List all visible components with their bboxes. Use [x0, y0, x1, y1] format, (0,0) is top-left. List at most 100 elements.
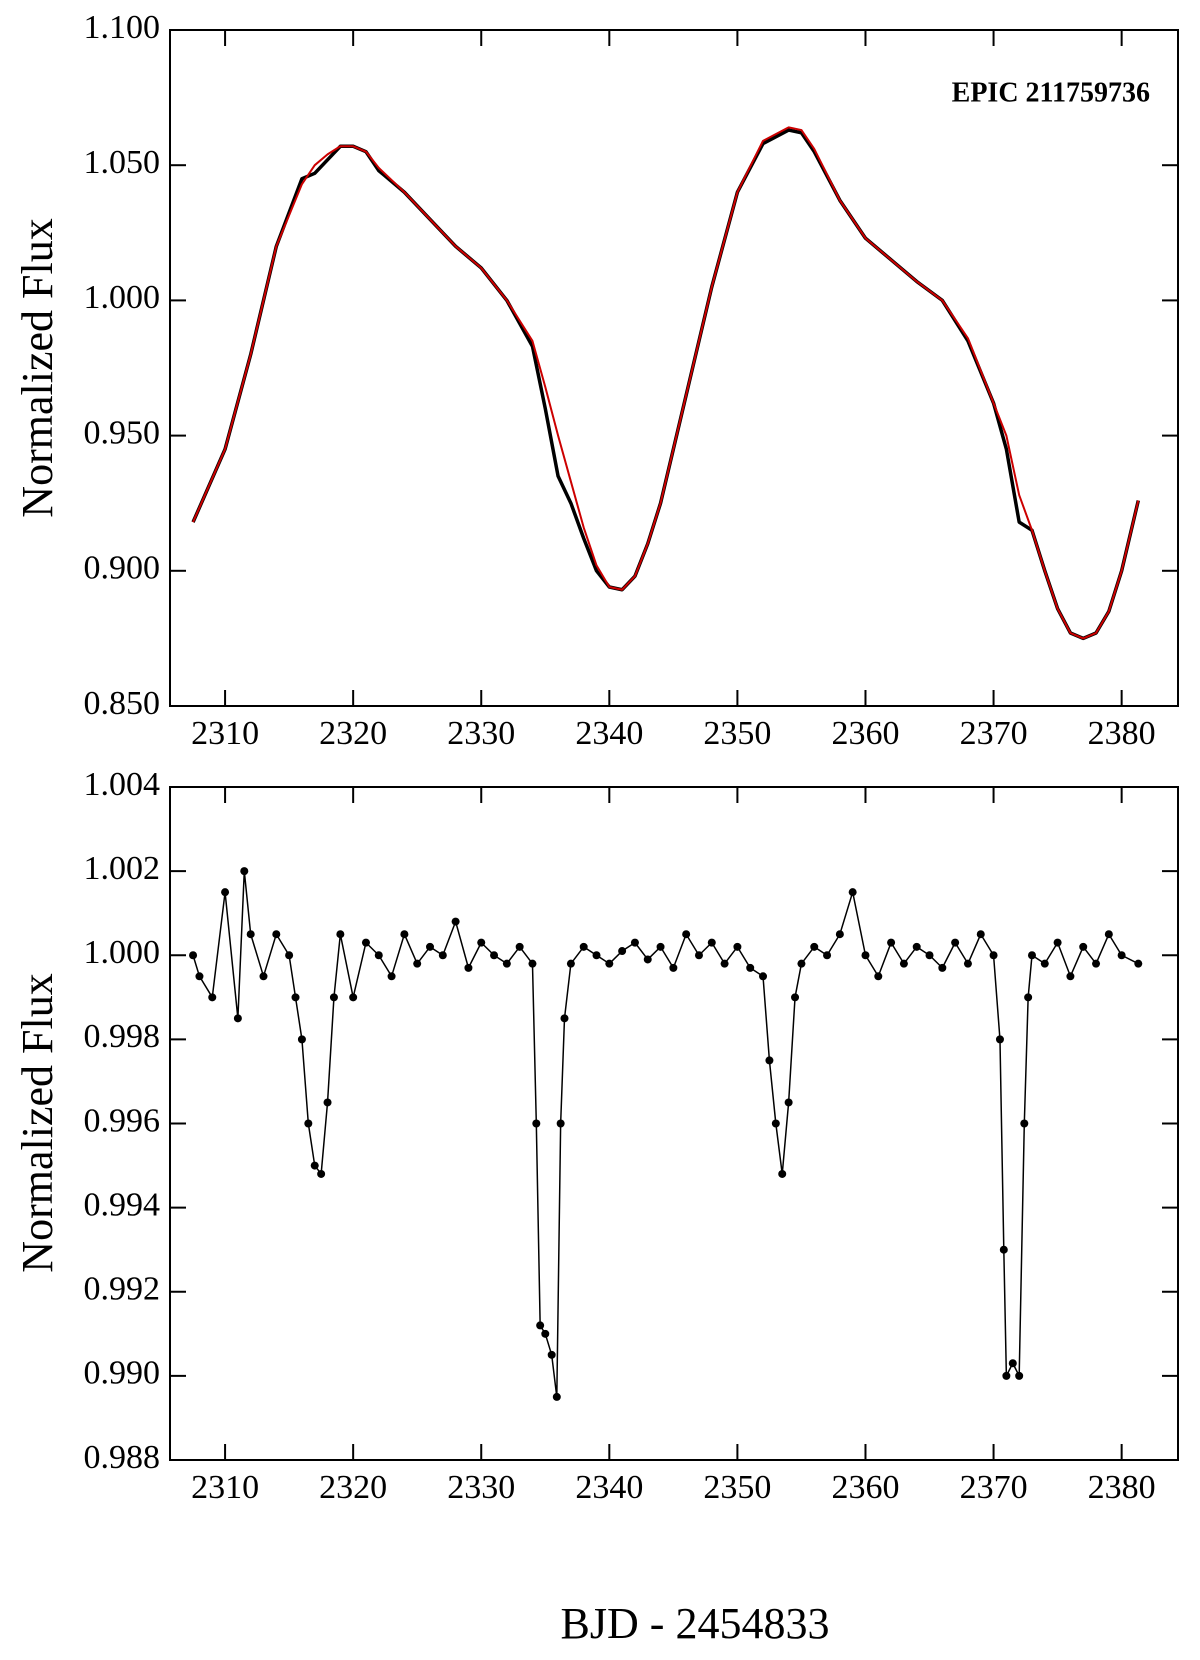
y-tick-label: 1.000: [84, 934, 161, 971]
data-point: [1020, 1119, 1029, 1128]
data-point: [240, 867, 249, 876]
data-point: [976, 930, 985, 939]
x-tick-label: 2330: [447, 1469, 515, 1506]
data-point: [874, 972, 883, 981]
data-point: [771, 1119, 780, 1128]
data-point: [221, 888, 230, 897]
x-axis-label: BJD - 2454833: [561, 1599, 830, 1648]
data-point: [541, 1329, 550, 1338]
y-axis-label: Normalized Flux: [13, 218, 62, 517]
x-tick-label: 2310: [191, 1469, 259, 1506]
data-point: [1104, 930, 1113, 939]
data-point: [1066, 972, 1075, 981]
y-tick-label: 1.100: [84, 9, 161, 46]
data-point: [579, 942, 588, 951]
data-point: [336, 930, 345, 939]
data-point: [999, 1245, 1008, 1254]
data-point: [272, 930, 281, 939]
data-point: [784, 1098, 793, 1107]
data-point: [547, 1350, 556, 1359]
x-tick-label: 2350: [703, 715, 771, 752]
data-point: [477, 938, 486, 947]
data-point: [995, 1035, 1004, 1044]
x-tick-label: 2320: [319, 715, 387, 752]
data-point: [285, 951, 294, 960]
annotation: EPIC 211759736: [952, 77, 1150, 108]
data-point: [778, 1169, 787, 1178]
x-tick-label: 2370: [960, 715, 1028, 752]
data-point: [707, 938, 716, 947]
data-point: [259, 972, 268, 981]
plot-frame: [169, 29, 1179, 707]
data-point: [765, 1056, 774, 1065]
y-tick-label: 0.990: [84, 1355, 161, 1392]
data-point: [1117, 951, 1126, 960]
data-line: [192, 126, 1140, 640]
data-point: [1092, 959, 1101, 968]
data-point: [605, 959, 614, 968]
data-point: [656, 942, 665, 951]
y-tick-label: 0.950: [84, 414, 161, 451]
data-point: [669, 963, 678, 972]
data-point: [464, 963, 473, 972]
data-point: [989, 951, 998, 960]
data-point: [374, 951, 383, 960]
x-tick-label: 2310: [191, 715, 259, 752]
y-tick-label: 1.000: [84, 279, 161, 316]
y-tick-label: 1.004: [84, 766, 161, 803]
data-point: [797, 959, 806, 968]
data-point: [400, 930, 409, 939]
data-point: [556, 1119, 565, 1128]
x-tick-label: 2360: [831, 1469, 899, 1506]
data-point: [329, 993, 338, 1002]
data-point: [233, 1014, 242, 1023]
data-point: [899, 959, 908, 968]
data-point: [552, 1392, 561, 1401]
data-point: [1079, 942, 1088, 951]
data-point: [426, 942, 435, 951]
data-point: [246, 930, 255, 939]
data-point: [451, 917, 460, 926]
data-line: [192, 870, 1139, 1398]
data-point: [823, 951, 832, 960]
y-tick-label: 0.900: [84, 550, 161, 587]
data-point: [618, 947, 627, 956]
data-point: [195, 972, 204, 981]
data-point: [536, 1321, 545, 1330]
y-tick-label: 1.002: [84, 850, 161, 887]
x-tick-label: 2380: [1088, 1469, 1156, 1506]
data-point: [528, 959, 537, 968]
data-point: [566, 959, 575, 968]
data-point: [1134, 959, 1143, 968]
data-point: [1002, 1371, 1011, 1380]
x-tick-label: 2340: [575, 715, 643, 752]
data-point: [630, 938, 639, 947]
x-tick-label: 2380: [1088, 715, 1156, 752]
x-tick-label: 2360: [831, 715, 899, 752]
data-point: [720, 959, 729, 968]
data-point: [938, 963, 947, 972]
data-point: [323, 1098, 332, 1107]
data-point: [349, 993, 358, 1002]
data-point: [746, 963, 755, 972]
y-tick-label: 0.994: [84, 1186, 161, 1223]
data-point: [925, 951, 934, 960]
data-point: [791, 993, 800, 1002]
data-point: [1008, 1359, 1017, 1368]
data-point: [1053, 938, 1062, 947]
x-tick-label: 2320: [319, 1469, 387, 1506]
data-point: [835, 930, 844, 939]
data-point: [208, 993, 217, 1002]
data-point: [515, 942, 524, 951]
data-line: [191, 128, 1140, 641]
data-point: [694, 951, 703, 960]
y-tick-label: 0.988: [84, 1439, 161, 1476]
data-point: [592, 951, 601, 960]
x-tick-label: 2340: [575, 1469, 643, 1506]
data-point: [643, 955, 652, 964]
data-point: [1040, 959, 1049, 968]
y-axis-label: Normalized Flux: [13, 973, 62, 1272]
x-tick-label: 2350: [703, 1469, 771, 1506]
